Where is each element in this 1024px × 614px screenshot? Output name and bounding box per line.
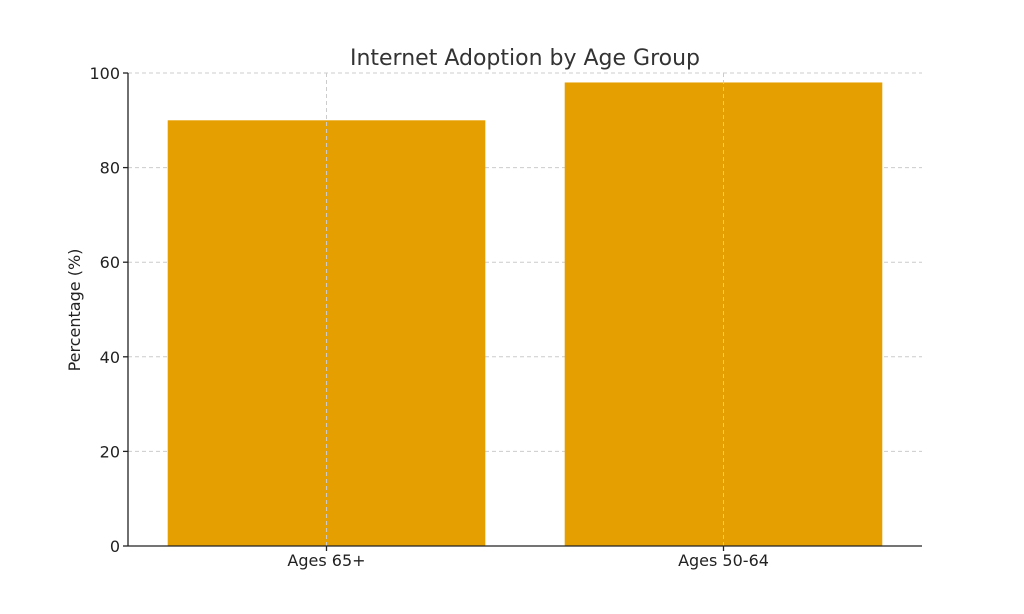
x-tick-label: Ages 65+	[287, 551, 365, 570]
y-tick-label: 60	[100, 253, 120, 272]
x-ticks: Ages 65+ Ages 50-64	[287, 546, 769, 570]
y-axis-label: Percentage (%)	[65, 249, 84, 372]
bars	[167, 73, 883, 547]
y-tick-label: 40	[100, 348, 120, 367]
y-ticks: 0 20 40 60 80 100	[89, 64, 128, 556]
y-tick-label: 100	[89, 64, 120, 83]
x-tick-label: Ages 50-64	[678, 551, 769, 570]
axes	[127, 73, 922, 547]
y-tick-label: 20	[100, 442, 120, 461]
y-tick-label: 0	[110, 537, 120, 556]
chart-title: Internet Adoption by Age Group	[350, 46, 700, 71]
y-tick-label: 80	[100, 159, 120, 178]
